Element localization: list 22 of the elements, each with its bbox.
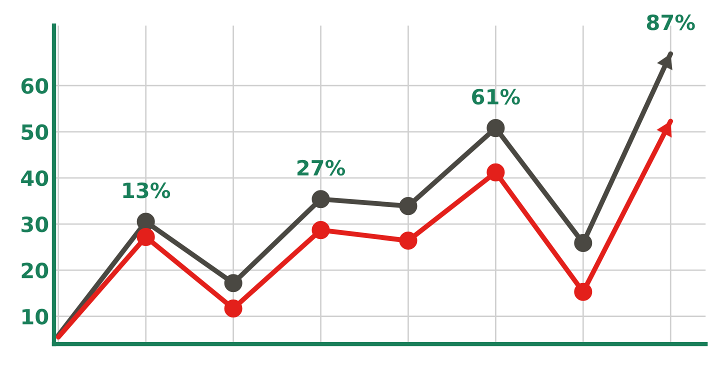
point: [399, 197, 418, 216]
annotation: 87%: [646, 14, 695, 30]
point: [574, 234, 592, 252]
point: [224, 299, 242, 318]
y-tick-label: 20: [22, 262, 48, 278]
y-tick-label: 10: [22, 308, 48, 325]
point: [574, 282, 592, 301]
point: [486, 163, 505, 182]
point: [312, 221, 330, 240]
annotation: 13%: [123, 182, 170, 198]
y-tick-label: 30: [22, 216, 48, 232]
point: [136, 228, 155, 246]
y-tick-label: 40: [21, 170, 48, 186]
annotation: 27%: [297, 160, 346, 176]
point: [136, 212, 155, 231]
annotation: 61%: [472, 88, 520, 105]
y-tick-label: 60: [21, 78, 48, 94]
y-tick-label: 50: [22, 124, 48, 140]
point: [312, 190, 330, 208]
point: [486, 119, 505, 138]
point: [224, 274, 242, 292]
point: [399, 232, 418, 250]
